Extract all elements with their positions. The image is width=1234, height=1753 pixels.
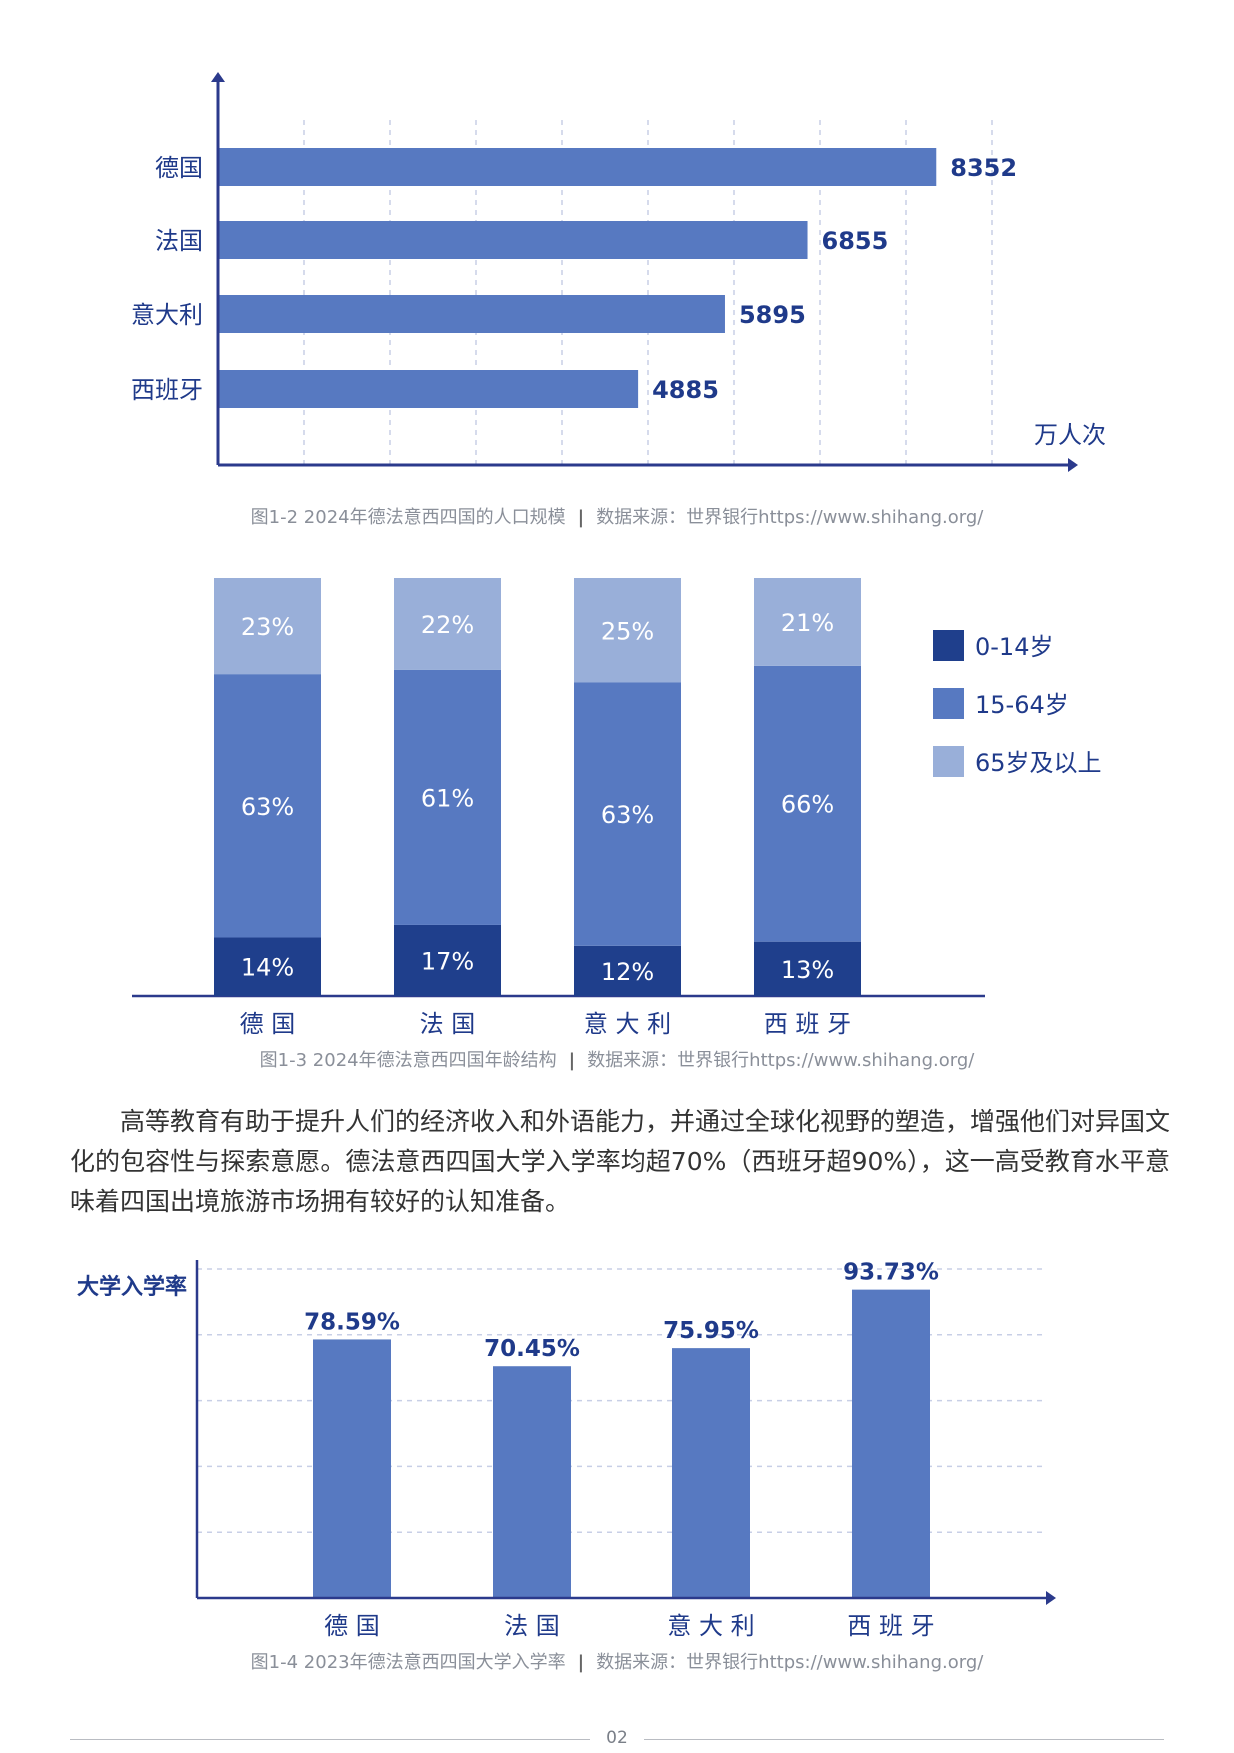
- stacked-bar-segment: [394, 924, 501, 996]
- segment-label: 63%: [241, 793, 294, 821]
- bar-value-label: 5895: [739, 301, 806, 329]
- body-paragraph: 高等教育有助于提升人们的经济收入和外语能力，并通过全球化视野的塑造，增强他们对异…: [70, 1107, 1171, 1216]
- figure-caption-1-3: 图1-3 2024年德法意西四国年龄结构 | 数据来源：世界银行https://ww…: [0, 1046, 1234, 1072]
- category-label: 意 大 利: [667, 1612, 754, 1640]
- stacked-bar-segment: [394, 578, 501, 670]
- segment-label: 13%: [781, 956, 834, 984]
- category-label: 德 国: [324, 1612, 380, 1640]
- caption-source: 数据来源：世界银行https://www.shihang.org/: [596, 507, 984, 528]
- legend-swatch: [933, 688, 964, 719]
- segment-label: 17%: [421, 947, 474, 975]
- bar: [218, 221, 808, 259]
- footer-rule-right: [644, 1739, 1164, 1740]
- caption-title: 图1-3 2024年德法意西四国年龄结构: [259, 1050, 557, 1071]
- figure-caption-1-4: 图1-4 2023年德法意西四国大学入学率 | 数据来源：世界银行https://w…: [0, 1648, 1234, 1674]
- stacked-bar-segment: [574, 682, 681, 946]
- stacked-bar-segment: [754, 941, 861, 996]
- caption-separator: |: [577, 507, 585, 528]
- figure-caption-1-2: 图1-2 2024年德法意西四国的人口规模 | 数据来源：世界银行https://w…: [0, 503, 1234, 529]
- caption-separator: |: [577, 1652, 585, 1673]
- bar: [218, 370, 639, 408]
- bar-value-label: 93.73%: [843, 1260, 939, 1286]
- category-label: 西班牙: [131, 376, 203, 404]
- unit-label: 万人次: [1034, 421, 1106, 449]
- legend-swatch: [933, 630, 964, 661]
- stacked-bar-segment: [754, 665, 861, 942]
- caption-title: 图1-2 2024年德法意西四国的人口规模: [250, 507, 566, 528]
- legend-label: 65岁及以上: [975, 749, 1102, 777]
- bar-value-label: 6855: [822, 227, 889, 255]
- stacked-bar-segment: [214, 578, 321, 675]
- segment-label: 66%: [781, 791, 834, 819]
- bar: [672, 1348, 750, 1598]
- stacked-bar-segment: [214, 674, 321, 938]
- stacked-bar-segment: [574, 578, 681, 683]
- bar: [313, 1339, 391, 1598]
- category-label: 德国: [155, 154, 203, 182]
- y-axis-label: 大学入学率: [77, 1274, 187, 1300]
- category-label: 西 班 牙: [847, 1612, 934, 1640]
- category-label: 法 国: [504, 1612, 560, 1640]
- y-axis-arrow: [211, 72, 225, 82]
- category-label: 法 国: [420, 1010, 476, 1038]
- bar-value-label: 70.45%: [484, 1336, 580, 1362]
- caption-source: 数据来源：世界银行https://www.shihang.org/: [587, 1050, 975, 1071]
- segment-label: 25%: [601, 617, 654, 645]
- bar-value-label: 75.95%: [663, 1318, 759, 1344]
- legend-swatch: [933, 746, 964, 777]
- category-label: 法国: [155, 227, 203, 255]
- bar: [218, 295, 725, 333]
- caption-separator: |: [568, 1050, 576, 1071]
- bar-value-label: 4885: [652, 376, 719, 404]
- segment-label: 23%: [241, 613, 294, 641]
- category-label: 西 班 牙: [764, 1010, 851, 1038]
- caption-title: 图1-4 2023年德法意西四国大学入学率: [250, 1652, 566, 1673]
- stacked-bar-segment: [214, 937, 321, 996]
- footer-rule-left: [70, 1739, 590, 1740]
- bar: [493, 1366, 571, 1598]
- segment-label: 12%: [601, 958, 654, 986]
- segment-label: 61%: [421, 784, 474, 812]
- caption-source: 数据来源：世界银行https://www.shihang.org/: [596, 1652, 984, 1673]
- x-axis-arrow: [1046, 1591, 1056, 1605]
- bar: [852, 1289, 930, 1598]
- bar-value-label: 78.59%: [304, 1309, 400, 1335]
- stacked-bar-segment: [754, 578, 861, 666]
- category-label: 德 国: [240, 1010, 296, 1038]
- stacked-bar-segment: [574, 945, 681, 996]
- segment-label: 21%: [781, 609, 834, 637]
- category-label: 意 大 利: [584, 1010, 671, 1038]
- bar: [218, 148, 937, 186]
- stacked-bar-segment: [394, 669, 501, 925]
- segment-label: 14%: [241, 954, 294, 982]
- legend-label: 15-64岁: [975, 691, 1069, 719]
- x-axis-arrow: [1068, 458, 1078, 472]
- legend-label: 0-14岁: [975, 633, 1053, 661]
- segment-label: 63%: [601, 801, 654, 829]
- bar-value-label: 8352: [950, 154, 1017, 182]
- page-number: 02: [606, 1728, 628, 1748]
- category-label: 意大利: [131, 301, 203, 329]
- segment-label: 22%: [421, 611, 474, 639]
